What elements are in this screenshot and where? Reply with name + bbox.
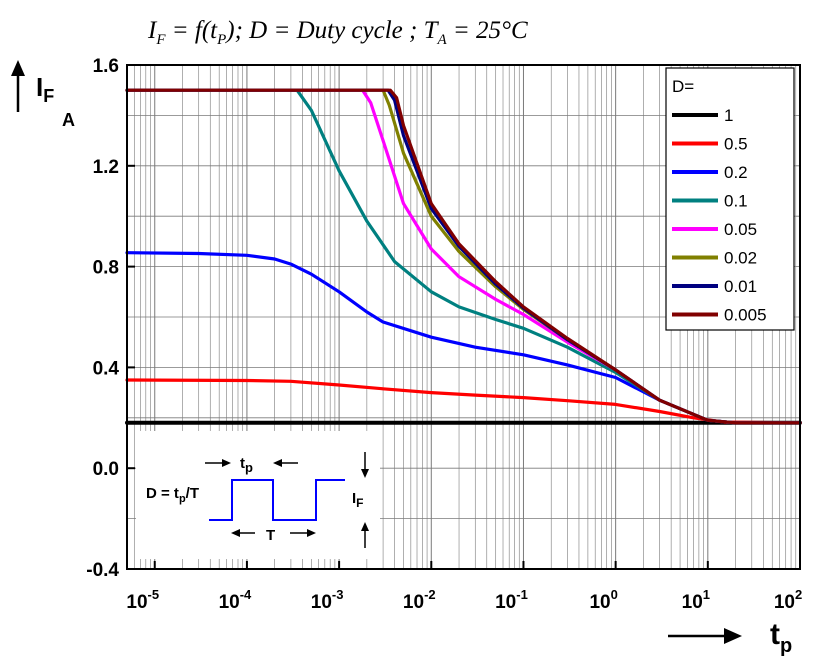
legend-items: 1 0.5 0.2 0.1 0.05 0.02 0.01 0.005 — [672, 106, 767, 325]
legend-title: D= — [672, 77, 694, 96]
series-layer — [125, 88, 802, 425]
legend-label-1: 1 — [724, 106, 733, 125]
y-axis-label: IF A — [11, 60, 75, 130]
x-tick-label: 101 — [682, 587, 710, 613]
plot-area-border — [126, 64, 801, 570]
legend-label-0.05: 0.05 — [724, 220, 757, 239]
duty-cycle-inset: D = tp/T tp T IF — [136, 431, 380, 559]
inset-waveform — [209, 479, 345, 521]
x-tick-labels: 10-5 10-4 10-3 10-2 10-1 100 101 102 — [126, 587, 802, 613]
x-axis-label: tp — [668, 618, 792, 657]
x-tick-label: 10-4 — [219, 587, 252, 613]
y-axis-label-main: IF — [36, 72, 54, 106]
inset-background — [136, 431, 380, 559]
y-tick-label: -0.4 — [86, 560, 119, 581]
y-axis-unit: A — [62, 110, 75, 130]
legend-label-0.02: 0.02 — [724, 249, 757, 268]
series-line-0.005 — [125, 88, 802, 425]
x-tick-label: 102 — [774, 587, 802, 613]
y-tick-label: 0.0 — [93, 459, 119, 480]
y-tick-label: 0.8 — [93, 258, 119, 279]
y-tick-label: 1.2 — [93, 157, 119, 178]
inset-formula: D = tp/T — [146, 485, 199, 505]
inset-tp-label: tp — [240, 455, 253, 475]
series-line-0.5 — [125, 378, 802, 425]
legend-label-0.01: 0.01 — [724, 277, 757, 296]
x-tick-label: 10-3 — [311, 587, 344, 613]
plot-frame — [126, 64, 801, 570]
legend-label-0.1: 0.1 — [724, 192, 748, 211]
y-tick-label: 0.4 — [93, 358, 120, 379]
y-tick-label: 1.6 — [93, 56, 119, 77]
x-tick-label: 10-1 — [495, 587, 528, 613]
x-axis-label-main: tp — [770, 618, 792, 657]
inset-if-label: IF — [352, 490, 364, 510]
legend-label-0.005: 0.005 — [724, 306, 767, 325]
x-tick-label: 100 — [589, 587, 617, 613]
legend-label-0.2: 0.2 — [724, 163, 748, 182]
legend: D= 1 0.5 0.2 0.1 0.05 0.02 0.01 0.005 — [665, 67, 795, 331]
y-tick-labels: -0.4 0.0 0.4 0.8 1.2 1.6 — [86, 56, 119, 581]
legend-label-0.5: 0.5 — [724, 135, 748, 154]
inset-period-label: T — [266, 527, 275, 544]
x-tick-label: 10-2 — [403, 587, 436, 613]
x-tick-label: 10-5 — [126, 587, 159, 613]
chart-title: IF = f(tP); D = Duty cycle ; TA = 25°C — [147, 17, 528, 48]
